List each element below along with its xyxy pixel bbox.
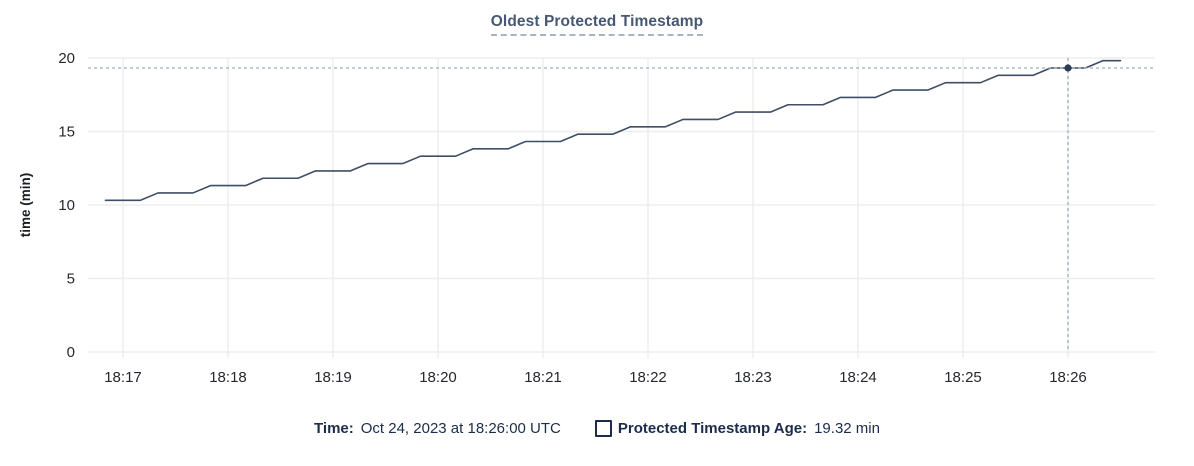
y-axis-title: time (min) (18, 173, 33, 238)
y-axis-tick-labels: 0 5 10 15 20 (58, 50, 75, 361)
y-tick-label: 10 (58, 197, 75, 214)
x-tick-label: 18:19 (314, 369, 352, 386)
legend-series-toggle[interactable]: Protected Timestamp Age: 19.32 min (594, 420, 880, 437)
series-checkbox-icon[interactable] (594, 420, 612, 437)
gridlines (88, 57, 1155, 358)
x-tick-label: 18:22 (629, 369, 667, 386)
y-tick-label: 5 (67, 271, 75, 288)
legend-time-value: Oct 24, 2023 at 18:26:00 UTC (360, 420, 561, 437)
hover-point-dot (1064, 64, 1072, 72)
chart-title[interactable]: Oldest Protected Timestamp (490, 13, 704, 36)
x-tick-label: 18:26 (1049, 369, 1087, 386)
y-axis-label: time (min) (18, 173, 33, 238)
legend-time-label: Time: (314, 420, 354, 437)
x-tick-label: 18:25 (944, 369, 982, 386)
series-line[interactable] (104, 59, 1122, 202)
legend-time: Time: Oct 24, 2023 at 18:26:00 UTC (314, 420, 561, 437)
crosshair-group (88, 58, 1155, 352)
y-tick-label: 0 (67, 344, 75, 361)
series-line-group (104, 59, 1122, 202)
x-tick-label: 18:18 (209, 369, 247, 386)
x-tick-label: 18:20 (419, 369, 457, 386)
y-tick-label: 20 (58, 50, 75, 67)
chart-plot-area: 0 5 10 15 20 18:17 18:18 18:19 18:20 18:21 18:22 1… (0, 40, 1194, 396)
chart-legend: Time: Oct 24, 2023 at 18:26:00 UTC Prote… (0, 420, 1194, 437)
legend-series-value: 19.32 min (814, 420, 880, 437)
chart-header: Oldest Protected Timestamp (0, 0, 1194, 36)
y-tick-label: 15 (58, 124, 75, 141)
x-tick-label: 18:24 (839, 369, 877, 386)
x-tick-label: 18:21 (524, 369, 562, 386)
legend-series-label: Protected Timestamp Age: (617, 420, 808, 437)
x-tick-label: 18:17 (104, 369, 142, 386)
x-axis-tick-labels: 18:17 18:18 18:19 18:20 18:21 18:22 18:23 18:24… (104, 369, 1087, 386)
x-tick-label: 18:23 (734, 369, 772, 386)
